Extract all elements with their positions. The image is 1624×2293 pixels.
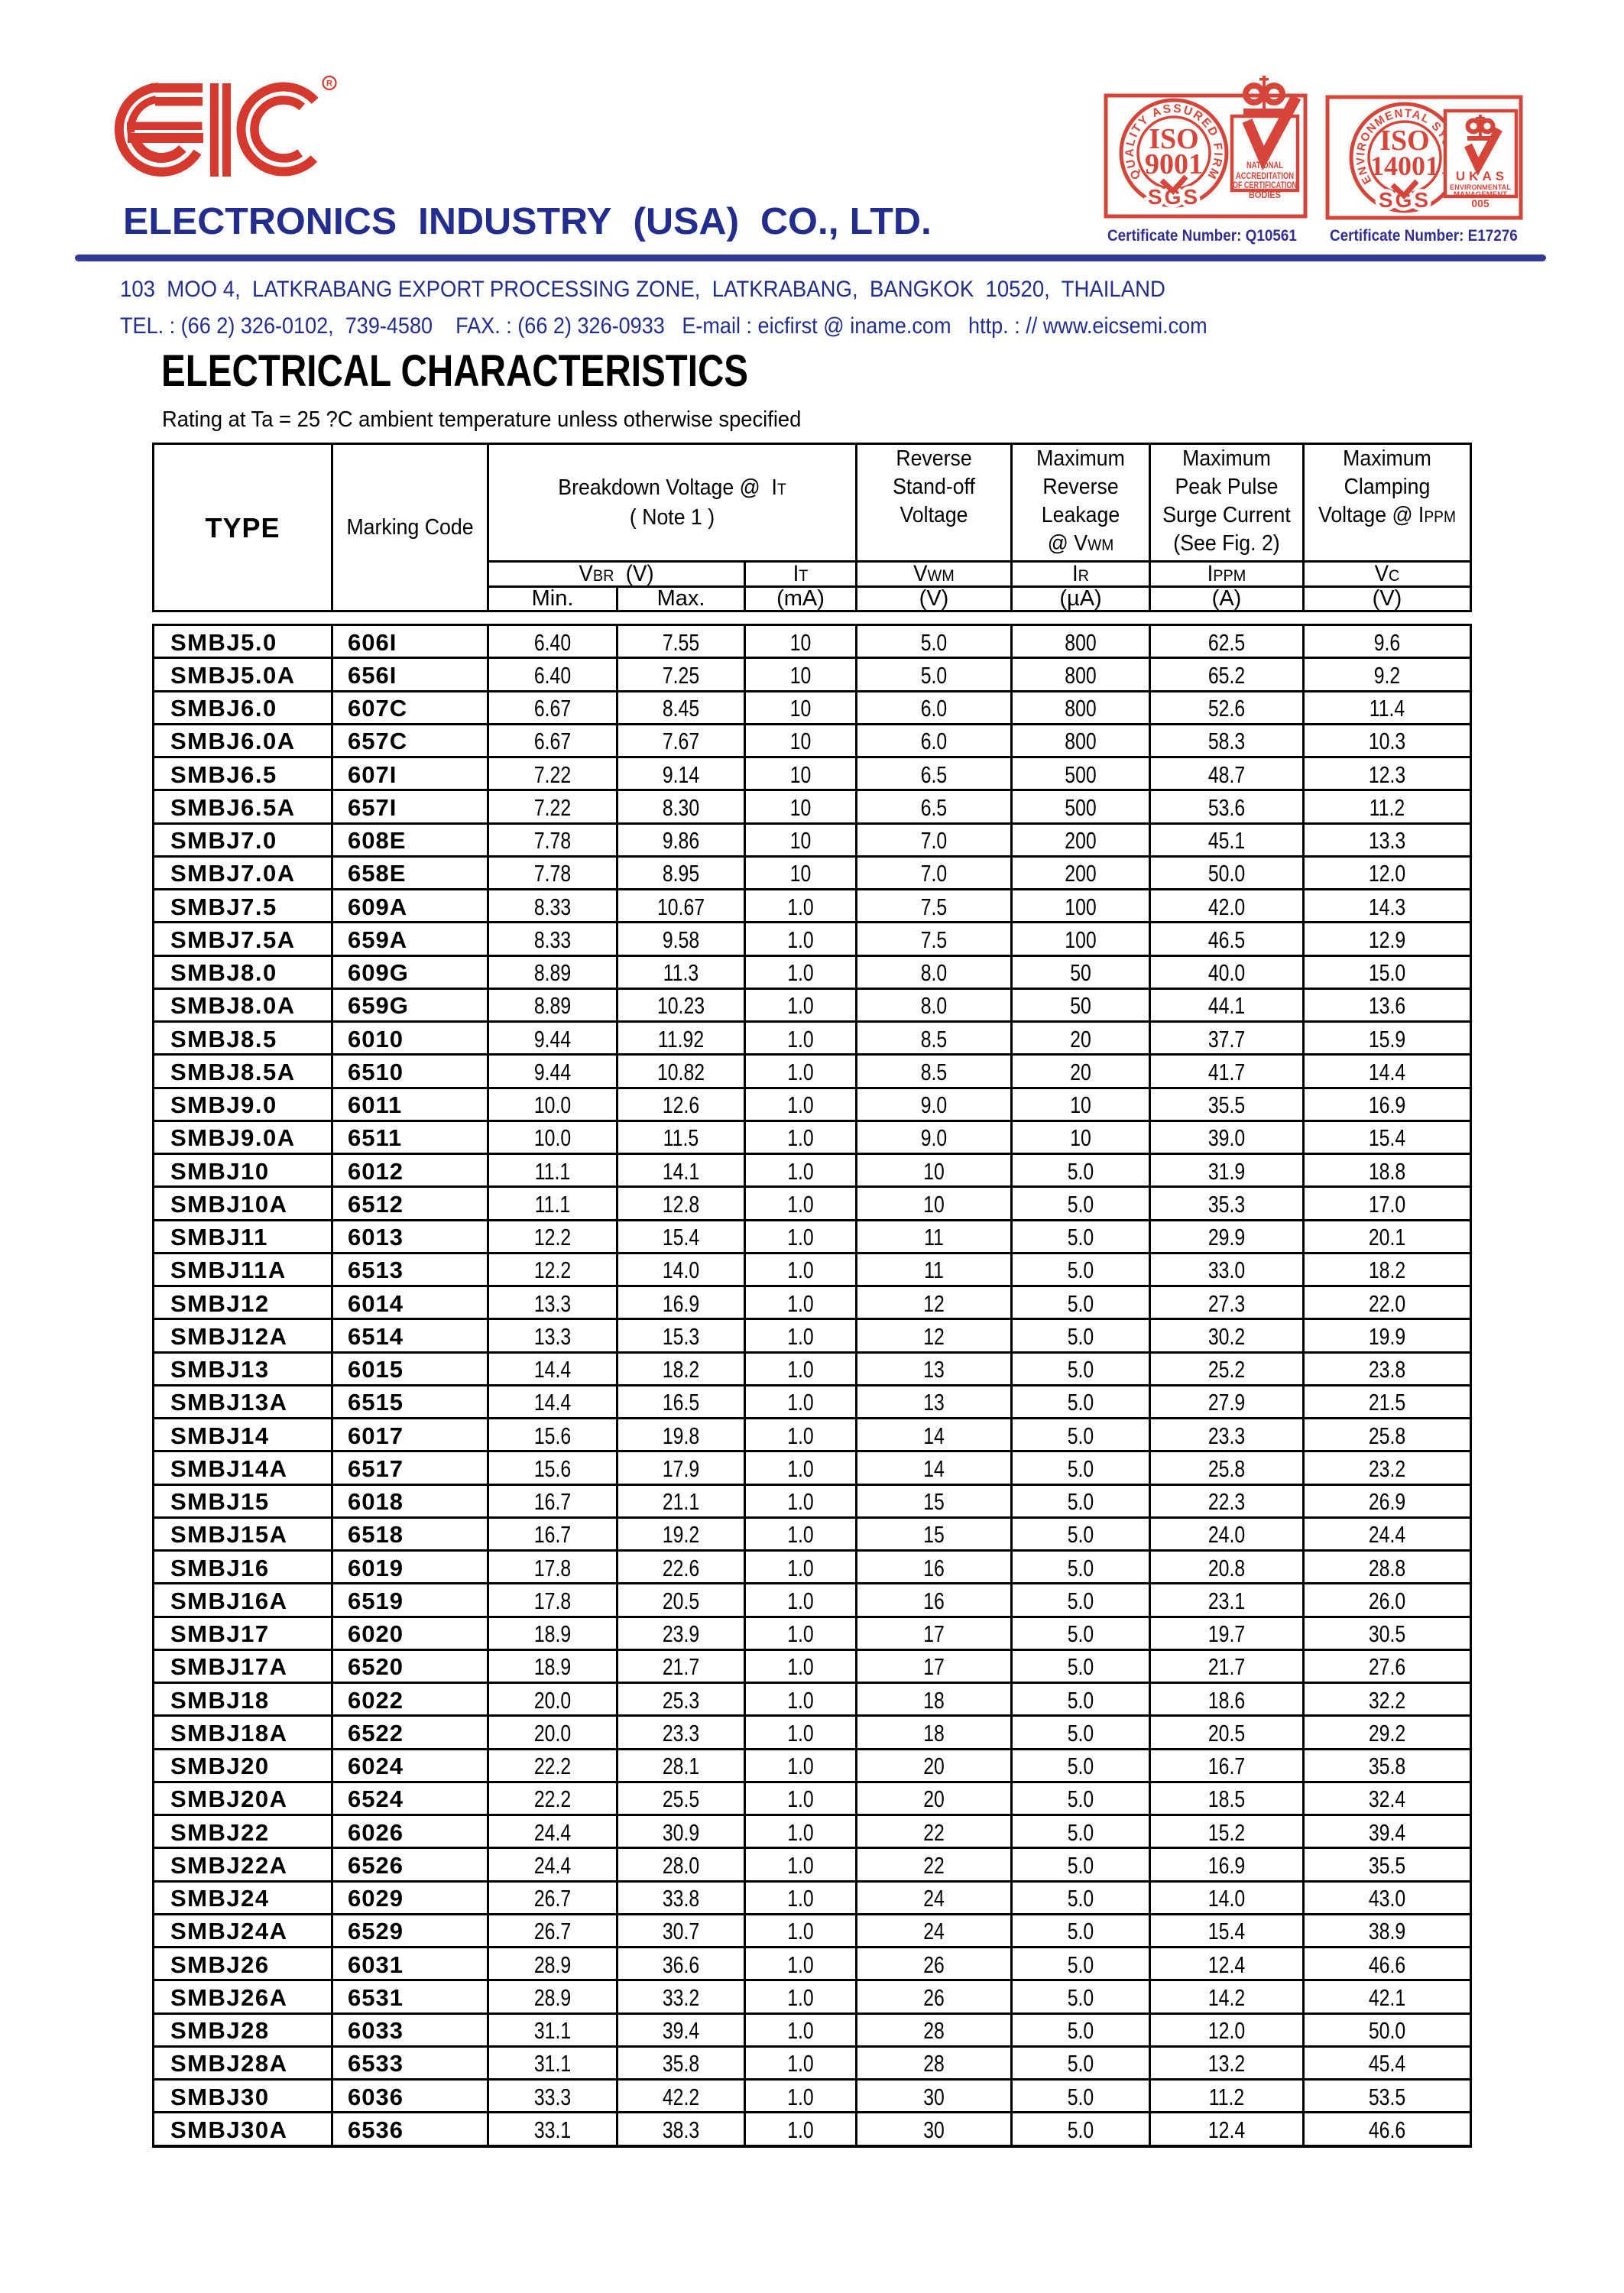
svg-text:ACCREDITATION: ACCREDITATION — [1236, 170, 1294, 181]
svg-text:005: 005 — [1471, 197, 1489, 209]
svg-text:ISO: ISO — [1379, 125, 1429, 157]
svg-text:R: R — [326, 79, 332, 89]
svg-text:NATIONAL: NATIONAL — [1246, 160, 1283, 170]
svg-text:SGS: SGS — [1379, 188, 1431, 212]
svg-text:ENVIRONMENTAL: ENVIRONMENTAL — [1450, 183, 1511, 192]
svg-text:UKAS: UKAS — [1456, 169, 1508, 183]
svg-text:ISO: ISO — [1149, 123, 1198, 155]
svg-text:MANAGEMENT: MANAGEMENT — [1454, 190, 1507, 199]
svg-text:14001: 14001 — [1370, 151, 1439, 181]
svg-text:9001: 9001 — [1145, 148, 1203, 180]
svg-text:BODIES: BODIES — [1249, 190, 1281, 200]
svg-text:OF CERTIFICATION: OF CERTIFICATION — [1233, 180, 1297, 190]
